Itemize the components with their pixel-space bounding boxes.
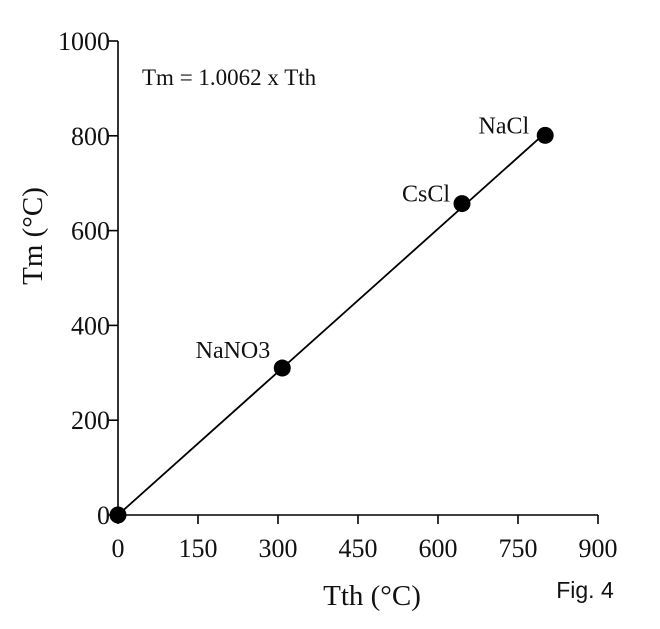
x-tick-label: 450 [339,534,378,563]
data-point [273,359,291,377]
regression-equation: Tm = 1.0062 x Tth [142,65,317,90]
fit-line-group [117,132,546,516]
fit-line [117,132,546,516]
y-axis-title: Tm (°C) [17,187,49,285]
point-label: CsCl [402,182,450,208]
tick-labels: 0 150 300 450 600 750 900 0 200 400 600 800 1000 [58,27,618,563]
x-tick-label: 600 [419,534,458,563]
tick-marks [109,40,599,524]
y-tick-label: 1000 [58,27,110,56]
x-tick-label: 0 [112,534,125,563]
y-tick-label: 800 [71,122,110,151]
x-tick-label: 300 [259,534,298,563]
data-point [109,506,127,524]
figure-caption: Fig. 4 [556,577,614,603]
data-point [453,195,471,213]
x-axis-title: Tth (°C) [323,580,421,612]
y-tick-label: 0 [97,501,110,530]
plot-axes [117,41,598,516]
point-label: NaCl [479,113,530,139]
y-tick-label: 600 [71,217,110,246]
data-point [536,126,554,144]
y-tick-label: 200 [71,406,110,435]
data-points [109,126,554,524]
x-tick-label: 750 [499,534,538,563]
x-tick-label: 900 [579,534,618,563]
point-label: NaNO3 [196,338,271,364]
x-tick-label: 150 [179,534,218,563]
y-tick-label: 400 [71,311,110,340]
point-labels: NaNO3 CsCl NaCl [196,113,530,364]
